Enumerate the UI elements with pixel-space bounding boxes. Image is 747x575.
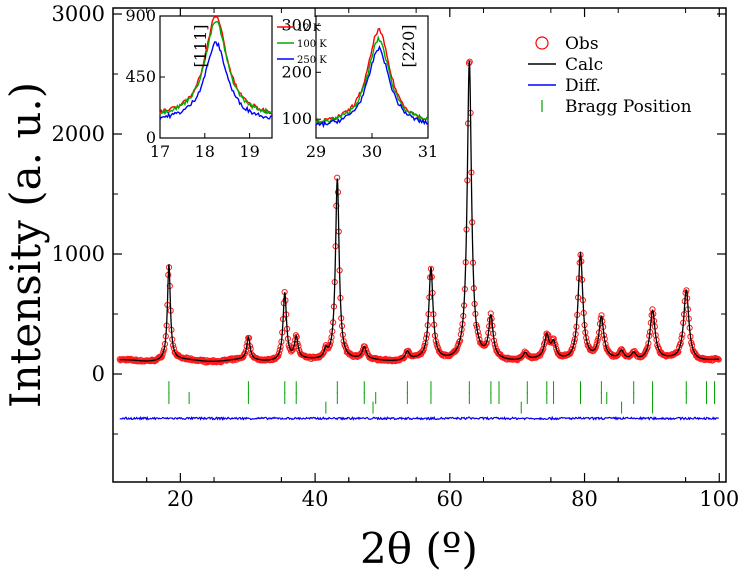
- obs-point: [673, 350, 680, 357]
- obs-point: [241, 351, 248, 358]
- inset-x-tick-label: 29: [306, 142, 326, 161]
- inset-frame: [159, 15, 273, 139]
- inset-1: 29 30 31 100 200 300 [220]: [281, 15, 438, 161]
- x-tick-label: 40: [302, 487, 329, 511]
- bragg-row-2: [325, 401, 654, 414]
- inset-x-tick-label: 31: [418, 142, 438, 161]
- inset-reflection-label: [220]: [399, 24, 418, 67]
- legend-entry: Bragg Position: [541, 97, 692, 117]
- obs-point: [420, 346, 427, 353]
- obs-point: [476, 336, 483, 343]
- inset-x-tick-label: 30: [362, 142, 382, 161]
- temperature-legend-label: 250 K: [297, 55, 327, 66]
- obs-point: [569, 345, 576, 352]
- plot-frame: [112, 7, 727, 483]
- calc-line: [119, 60, 720, 362]
- obs-point: [240, 353, 247, 360]
- y-axis-title: Intensity (a. u.): [1, 82, 50, 408]
- inset-temperature-legend: 12 K 100 K 250 K: [277, 23, 327, 66]
- obs-point: [321, 344, 329, 351]
- legend-entry: Obs: [535, 34, 599, 54]
- obs-point: [592, 343, 599, 351]
- inset-y-tick-label: 450: [125, 67, 156, 86]
- inset-series-100k: [159, 21, 273, 116]
- inset-y-tick-label: 300: [281, 15, 312, 34]
- main-plot-layer: [116, 58, 722, 421]
- x-tick-label: 100: [699, 487, 739, 511]
- legend-entry: Diff.: [528, 76, 601, 96]
- y-tick-label: 2000: [52, 122, 105, 146]
- y-tick-label: 1000: [52, 242, 105, 266]
- obs-point: [570, 342, 577, 349]
- obs-point: [157, 354, 165, 361]
- inset-series-250k: [315, 45, 429, 129]
- obs-point: [543, 330, 550, 337]
- inset-x-tick-label: 18: [195, 142, 215, 161]
- legend-marker-circle: [535, 36, 549, 50]
- inset-series-100k: [315, 35, 429, 126]
- temperature-legend-label: 12 K: [297, 23, 321, 34]
- x-axis-title: 2θ (º): [360, 524, 478, 573]
- obs-point: [540, 345, 547, 352]
- legend-label: Calc: [565, 55, 603, 75]
- obs-point: [159, 351, 166, 358]
- obs-point: [568, 346, 575, 353]
- inset-reflection-label: [111]: [191, 24, 210, 67]
- legend-label: Diff.: [565, 76, 601, 96]
- inset-x-tick-label: 17: [150, 142, 170, 161]
- inset-y-tick-label: 0: [146, 128, 156, 147]
- inset-y-tick-label: 200: [281, 62, 312, 81]
- inset-y-tick-label: 100: [281, 109, 312, 128]
- legend-label: Bragg Position: [565, 97, 692, 117]
- inset-x-tick-label: 19: [239, 142, 259, 161]
- inset-frame: [315, 15, 429, 139]
- diff-line: [119, 415, 719, 421]
- inset-series-250k: [159, 41, 273, 120]
- inset-y-tick-label: 900: [125, 6, 156, 25]
- y-tick-label: 3000: [52, 2, 105, 26]
- legend-label: Obs: [565, 34, 599, 54]
- x-tick-label: 80: [571, 487, 598, 511]
- insets-layer: 17 18 19 0 450 900 [111] 29 30 31 100 200 300 [220] 12…: [125, 6, 438, 161]
- obs-point: [567, 349, 574, 356]
- obs-point: [492, 344, 499, 351]
- y-tick-label: 0: [92, 362, 105, 386]
- bragg-row-0: [168, 381, 716, 394]
- obs-point: [435, 345, 442, 352]
- x-tick-label: 60: [436, 487, 463, 511]
- legend-entry: Calc: [528, 55, 603, 75]
- x-tick-label: 20: [167, 487, 194, 511]
- bragg-row-1: [168, 392, 716, 404]
- obs-point: [275, 350, 283, 357]
- temperature-legend-label: 100 K: [297, 39, 327, 50]
- inset-0: 17 18 19 0 450 900 [111]: [125, 6, 273, 161]
